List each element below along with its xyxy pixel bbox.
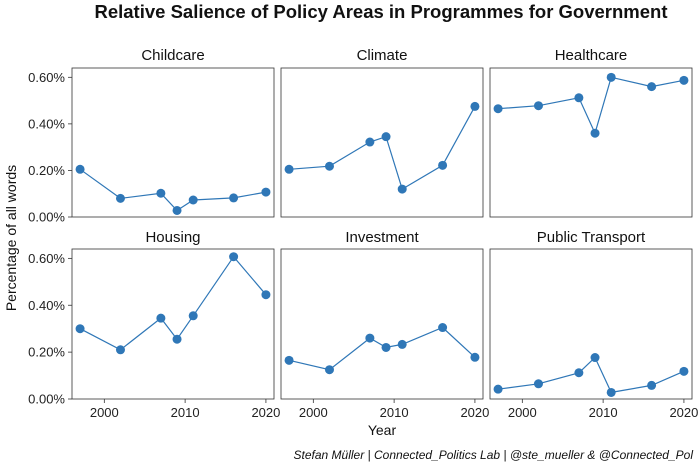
panel-frame-housing xyxy=(71,248,275,400)
x-tick-label: 2000 xyxy=(299,405,328,420)
x-axis-label: Year xyxy=(368,422,397,438)
data-point-climate-2007 xyxy=(365,137,375,147)
panel-title-public-transport: Public Transport xyxy=(537,229,646,246)
y-tick-label: 0.60% xyxy=(28,70,65,85)
data-point-healthcare-2002 xyxy=(533,101,543,111)
data-point-investment-2011 xyxy=(397,339,407,349)
panel-title-housing: Housing xyxy=(145,229,200,246)
data-point-public-transport-1997 xyxy=(493,384,503,394)
x-tick-label: 2010 xyxy=(589,405,618,420)
panel-frame-climate xyxy=(280,67,484,218)
data-point-housing-2007 xyxy=(156,313,166,323)
x-tick-label: 2020 xyxy=(251,405,280,420)
panel-frame-childcare xyxy=(71,67,275,218)
y-tick-label: 0.60% xyxy=(28,251,65,266)
x-tick-label: 2010 xyxy=(171,405,200,420)
panel-healthcare: Healthcare xyxy=(489,47,693,218)
panel-title-healthcare: Healthcare xyxy=(555,47,628,64)
y-tick-label: 0.20% xyxy=(28,163,65,178)
data-point-climate-1997 xyxy=(284,164,294,174)
series-line-climate xyxy=(289,106,476,191)
data-point-childcare-2009 xyxy=(172,205,182,215)
data-point-climate-2009 xyxy=(381,132,391,142)
data-point-investment-2007 xyxy=(365,333,375,343)
data-point-healthcare-2020 xyxy=(679,75,689,85)
panel-title-climate: Climate xyxy=(357,47,408,64)
y-tick-label: 0.00% xyxy=(28,392,65,407)
y-tick-label: 0.40% xyxy=(28,298,65,313)
y-tick-label: 0.00% xyxy=(28,210,65,225)
panel-climate: Climate xyxy=(280,47,484,218)
x-tick-label: 2000 xyxy=(90,405,119,420)
data-point-public-transport-2016 xyxy=(647,380,657,390)
data-point-healthcare-2016 xyxy=(647,82,657,92)
panel-title-investment: Investment xyxy=(345,229,419,246)
panel-public-transport: Public Transport 2000 2010 2020 xyxy=(489,229,698,420)
series-line-public-transport xyxy=(498,356,685,394)
series-line-healthcare xyxy=(498,76,685,135)
data-point-investment-1997 xyxy=(284,355,294,365)
data-point-housing-2011 xyxy=(188,311,198,321)
data-point-climate-2016 xyxy=(438,160,448,170)
data-point-public-transport-2007 xyxy=(574,368,584,378)
data-point-childcare-2007 xyxy=(156,188,166,198)
data-point-childcare-2002 xyxy=(115,193,125,203)
data-point-housing-2002 xyxy=(115,345,125,355)
data-point-housing-2016 xyxy=(229,252,239,262)
data-point-investment-2016 xyxy=(438,323,448,333)
panel-frame-investment xyxy=(280,248,484,400)
data-point-public-transport-2020 xyxy=(679,366,689,376)
data-point-investment-2002 xyxy=(324,365,334,375)
data-point-healthcare-1997 xyxy=(493,104,503,114)
data-point-housing-2009 xyxy=(172,334,182,344)
data-point-climate-2011 xyxy=(397,184,407,194)
series-line-childcare xyxy=(79,168,267,212)
data-point-climate-2020 xyxy=(470,101,480,111)
series-line-housing xyxy=(79,255,267,351)
data-point-healthcare-2009 xyxy=(590,128,600,138)
chart-title: Relative Salience of Policy Areas in Pro… xyxy=(94,1,667,22)
panel-childcare: Childcare 0.00% 0.20% 0.40% 0.60% xyxy=(28,47,275,225)
data-point-public-transport-2002 xyxy=(533,379,543,389)
data-point-healthcare-2011 xyxy=(606,72,616,82)
data-point-housing-1997 xyxy=(75,324,85,334)
facet-panels: Childcare 0.00% 0.20% 0.40% 0.60% Climate Heal… xyxy=(28,47,698,420)
chart-caption: Stefan Müller | Connected_Politics Lab |… xyxy=(294,448,694,462)
x-tick-label: 2010 xyxy=(380,405,409,420)
data-point-climate-2002 xyxy=(324,161,334,171)
x-tick-label: 2000 xyxy=(508,405,537,420)
x-tick-label: 2020 xyxy=(460,405,489,420)
data-point-public-transport-2011 xyxy=(606,387,616,397)
panel-frame-healthcare xyxy=(489,67,693,218)
y-axis-label: Percentage of all words xyxy=(3,165,19,311)
panel-frame-public-transport xyxy=(489,248,693,400)
panel-investment: Investment 2000 2010 2020 xyxy=(280,229,489,420)
panel-title-childcare: Childcare xyxy=(141,47,204,64)
data-point-housing-2020 xyxy=(261,290,271,300)
data-point-childcare-2016 xyxy=(229,193,239,203)
data-point-healthcare-2007 xyxy=(574,93,584,103)
data-point-public-transport-2009 xyxy=(590,353,600,363)
panel-housing: Housing 0.00% 0.20% 0.40% 0.60% 2000 2010 2020 xyxy=(28,229,280,420)
data-point-investment-2020 xyxy=(470,352,480,362)
data-point-childcare-2020 xyxy=(261,187,271,197)
x-tick-label: 2020 xyxy=(669,405,698,420)
data-point-investment-2009 xyxy=(381,342,391,352)
data-point-childcare-1997 xyxy=(75,164,85,174)
y-tick-label: 0.20% xyxy=(28,345,65,360)
y-tick-label: 0.40% xyxy=(28,116,65,131)
data-point-childcare-2011 xyxy=(188,195,198,205)
